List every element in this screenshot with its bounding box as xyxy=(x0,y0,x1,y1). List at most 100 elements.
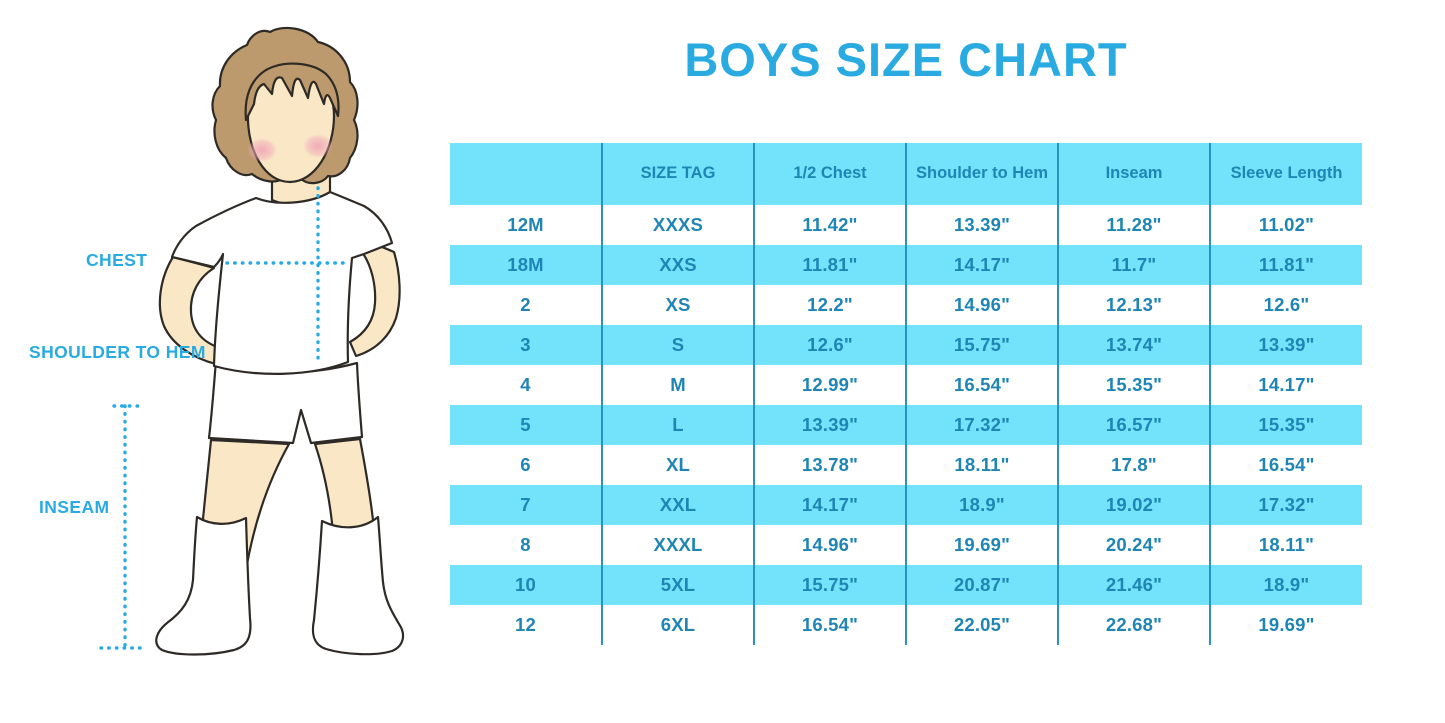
cell-sleeve-length: 16.54" xyxy=(1209,445,1362,485)
cell-size-tag: 5XL xyxy=(601,565,754,605)
chest-label: CHEST xyxy=(86,250,148,270)
cell-inseam: 19.02" xyxy=(1057,485,1210,525)
cell-half-chest: 15.75" xyxy=(753,565,906,605)
cell-size-tag: L xyxy=(601,405,754,445)
cell-shoulder-to-hem: 13.39" xyxy=(905,205,1058,245)
cell-sleeve-length: 11.81" xyxy=(1209,245,1362,285)
cell-size: 10 xyxy=(450,565,602,605)
cell-shoulder-to-hem: 20.87" xyxy=(905,565,1058,605)
header-inseam: Inseam xyxy=(1057,143,1210,205)
cell-inseam: 21.46" xyxy=(1057,565,1210,605)
cell-half-chest: 14.17" xyxy=(753,485,906,525)
cell-sleeve-length: 19.69" xyxy=(1209,605,1362,645)
cell-inseam: 16.57" xyxy=(1057,405,1210,445)
cell-size-tag: XXL xyxy=(601,485,754,525)
cell-size: 2 xyxy=(450,285,602,325)
cell-sleeve-length: 14.17" xyxy=(1209,365,1362,405)
table-row: 4 M 12.99" 16.54" 15.35" 14.17" xyxy=(450,365,1362,405)
table-row: 18M XXS 11.81" 14.17" 11.7" 11.81" xyxy=(450,245,1362,285)
cell-half-chest: 11.42" xyxy=(753,205,906,245)
left-sock xyxy=(155,515,252,656)
left-cheek-blush xyxy=(247,138,277,162)
cell-size-tag: XXS xyxy=(601,245,754,285)
table-row: 10 5XL 15.75" 20.87" 21.46" 18.9" xyxy=(450,565,1362,605)
cell-sleeve-length: 15.35" xyxy=(1209,405,1362,445)
table-row: 12M XXXS 11.42" 13.39" 11.28" 11.02" xyxy=(450,205,1362,245)
table-row: 3 S 12.6" 15.75" 13.74" 13.39" xyxy=(450,325,1362,365)
cell-half-chest: 12.99" xyxy=(753,365,906,405)
cell-inseam: 12.13" xyxy=(1057,285,1210,325)
header-size xyxy=(450,143,602,205)
right-arm xyxy=(348,239,401,358)
inseam-label: INSEAM xyxy=(39,497,110,517)
cell-size: 12M xyxy=(450,205,602,245)
cell-size-tag: XS xyxy=(601,285,754,325)
size-table: SIZE TAG 1/2 Chest Shoulder to Hem Insea… xyxy=(450,143,1362,645)
cell-size: 8 xyxy=(450,525,602,565)
cell-shoulder-to-hem: 18.11" xyxy=(905,445,1058,485)
cell-inseam: 17.8" xyxy=(1057,445,1210,485)
header-sleeve-length: Sleeve Length xyxy=(1209,143,1362,205)
cell-shoulder-to-hem: 14.17" xyxy=(905,245,1058,285)
cell-size: 4 xyxy=(450,365,602,405)
table-row: 2 XS 12.2" 14.96" 12.13" 12.6" xyxy=(450,285,1362,325)
cell-shoulder-to-hem: 15.75" xyxy=(905,325,1058,365)
cell-sleeve-length: 12.6" xyxy=(1209,285,1362,325)
table-row: 6 XL 13.78" 18.11" 17.8" 16.54" xyxy=(450,445,1362,485)
cell-half-chest: 13.78" xyxy=(753,445,906,485)
cell-size-tag: M xyxy=(601,365,754,405)
cell-size-tag: 6XL xyxy=(601,605,754,645)
table-row: 5 L 13.39" 17.32" 16.57" 15.35" xyxy=(450,405,1362,445)
cell-half-chest: 14.96" xyxy=(753,525,906,565)
header-row: SIZE TAG 1/2 Chest Shoulder to Hem Insea… xyxy=(450,143,1362,205)
right-cheek-blush xyxy=(303,134,333,158)
cell-sleeve-length: 13.39" xyxy=(1209,325,1362,365)
header-size-tag: SIZE TAG xyxy=(601,143,754,205)
cell-size: 18M xyxy=(450,245,602,285)
cell-size: 5 xyxy=(450,405,602,445)
cell-inseam: 15.35" xyxy=(1057,365,1210,405)
cell-half-chest: 13.39" xyxy=(753,405,906,445)
page-title: BOYS SIZE CHART xyxy=(684,33,1128,86)
cell-shoulder-to-hem: 16.54" xyxy=(905,365,1058,405)
cell-size-tag: XXXL xyxy=(601,525,754,565)
cell-shoulder-to-hem: 22.05" xyxy=(905,605,1058,645)
cell-size: 6 xyxy=(450,445,602,485)
size-table-body: 12M XXXS 11.42" 13.39" 11.28" 11.02" 18M XXS 11.… xyxy=(450,205,1362,645)
cell-shoulder-to-hem: 14.96" xyxy=(905,285,1058,325)
cell-half-chest: 11.81" xyxy=(753,245,906,285)
cell-size-tag: S xyxy=(601,325,754,365)
cell-inseam: 20.24" xyxy=(1057,525,1210,565)
boy-measurement-illustration xyxy=(99,26,405,656)
header-shoulder-to-hem: Shoulder to Hem xyxy=(905,143,1058,205)
cell-sleeve-length: 18.9" xyxy=(1209,565,1362,605)
header-half-chest: 1/2 Chest xyxy=(753,143,906,205)
table-row: 7 XXL 14.17" 18.9" 19.02" 17.32" xyxy=(450,485,1362,525)
cell-size: 3 xyxy=(450,325,602,365)
cell-inseam: 13.74" xyxy=(1057,325,1210,365)
table-row: 8 XXXL 14.96" 19.69" 20.24" 18.11" xyxy=(450,525,1362,565)
cell-sleeve-length: 11.02" xyxy=(1209,205,1362,245)
cell-half-chest: 12.6" xyxy=(753,325,906,365)
cell-inseam: 11.28" xyxy=(1057,205,1210,245)
cell-sleeve-length: 18.11" xyxy=(1209,525,1362,565)
cell-shoulder-to-hem: 19.69" xyxy=(905,525,1058,565)
cell-half-chest: 16.54" xyxy=(753,605,906,645)
cell-size: 7 xyxy=(450,485,602,525)
cell-inseam: 22.68" xyxy=(1057,605,1210,645)
table-row: 12 6XL 16.54" 22.05" 22.68" 19.69" xyxy=(450,605,1362,645)
hair-fringe xyxy=(244,62,340,122)
t-shirt xyxy=(170,190,394,375)
cell-inseam: 11.7" xyxy=(1057,245,1210,285)
cell-size-tag: XXXS xyxy=(601,205,754,245)
size-table-header: SIZE TAG 1/2 Chest Shoulder to Hem Insea… xyxy=(450,143,1362,205)
cell-size: 12 xyxy=(450,605,602,645)
right-sock xyxy=(311,515,405,656)
cell-sleeve-length: 17.32" xyxy=(1209,485,1362,525)
cell-half-chest: 12.2" xyxy=(753,285,906,325)
cell-shoulder-to-hem: 17.32" xyxy=(905,405,1058,445)
cell-size-tag: XL xyxy=(601,445,754,485)
shoulder-to-hem-label: SHOULDER TO HEM xyxy=(29,342,206,362)
cell-shoulder-to-hem: 18.9" xyxy=(905,485,1058,525)
